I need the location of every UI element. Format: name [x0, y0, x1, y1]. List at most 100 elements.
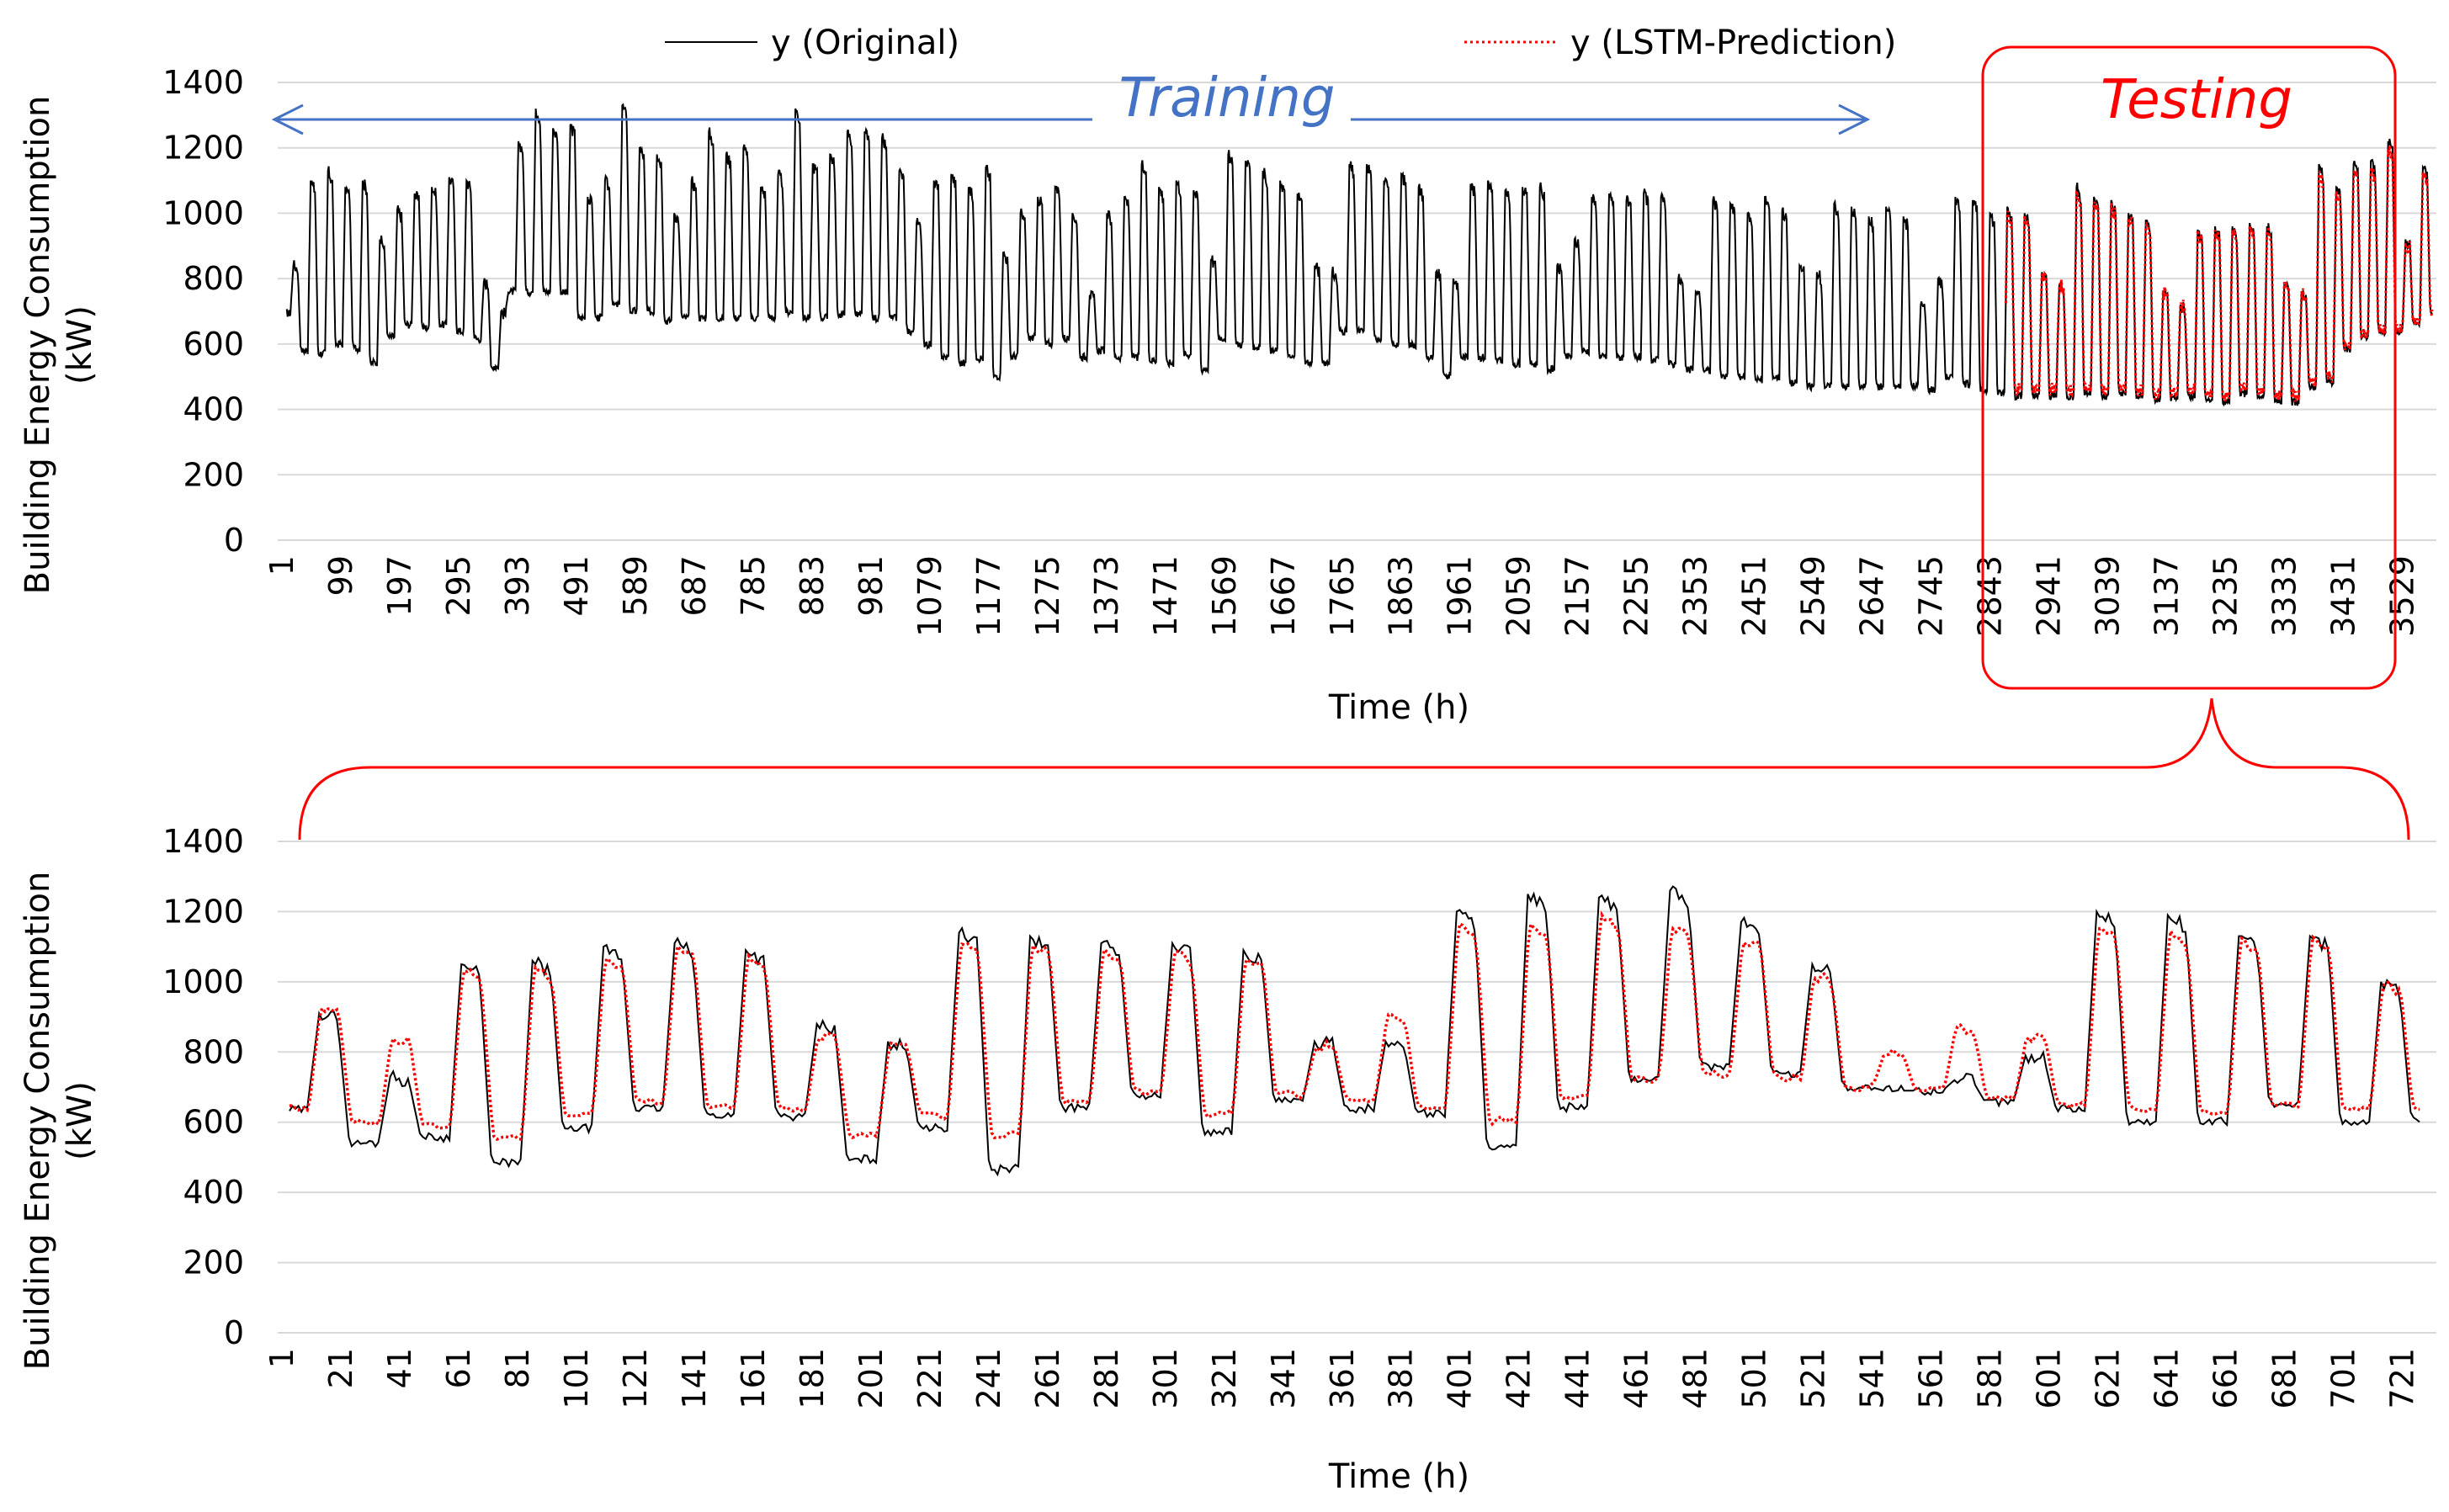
testing-zoom-x-tick-label: 321 — [1206, 1348, 1243, 1409]
full-series-x-tick-label: 1275 — [1029, 555, 1066, 637]
legend-prediction-label: y (LSTM-Prediction) — [1570, 24, 1896, 62]
testing-zoom-prediction-line — [289, 910, 2420, 1142]
full-series-x-tick-label: 1 — [263, 555, 300, 576]
training-annotation: Training — [271, 67, 1871, 135]
testing-zoom-x-tick-label: 281 — [1088, 1348, 1125, 1409]
testing-zoom-y-tick-label: 200 — [183, 1244, 244, 1281]
full-series-x-tick-label: 393 — [499, 555, 536, 617]
full-series-x-tick-label: 981 — [853, 555, 890, 617]
testing-zoom-x-tick-label: 81 — [499, 1348, 536, 1388]
testing-zoom-x-tick-label: 61 — [440, 1348, 477, 1388]
testing-brace — [298, 698, 2410, 841]
full-series-y-tick-label: 600 — [183, 326, 244, 363]
full-series-x-tick-label: 2941 — [2031, 555, 2068, 637]
testing-zoom-x-tick-label: 561 — [1913, 1348, 1950, 1409]
full-series-x-tick-label: 3529 — [2384, 555, 2421, 637]
full-series-x-tick-label: 3431 — [2325, 555, 2362, 637]
full-series-prediction-line — [2004, 145, 2434, 402]
full-series-x-tick-label: 295 — [440, 555, 477, 617]
legend: y (Original) y (LSTM-Prediction) — [665, 24, 1896, 62]
full-series-y-axis-label-line2: (kW) — [61, 305, 99, 385]
testing-zoom-y-axis-label-line2: (kW) — [61, 1081, 99, 1160]
testing-annotation: Testing — [298, 45, 2410, 841]
testing-zoom-x-tick-label: 161 — [735, 1348, 772, 1409]
testing-zoom-x-tick-label: 641 — [2149, 1348, 2186, 1409]
testing-zoom-x-tick-label: 121 — [617, 1348, 654, 1409]
full-series-x-tick-label: 2745 — [1913, 555, 1950, 637]
legend-original-label: y (Original) — [771, 24, 959, 62]
full-series-x-tick-label: 687 — [676, 555, 713, 617]
testing-zoom-x-tick-label: 481 — [1677, 1348, 1714, 1409]
full-series-y-tick-label: 800 — [183, 260, 244, 297]
testing-zoom-x-tick-label: 421 — [1501, 1348, 1538, 1409]
full-series-x-tick-label: 589 — [617, 555, 654, 617]
full-series-x-tick-label: 1765 — [1324, 555, 1361, 637]
testing-zoom-x-tick-label: 701 — [2325, 1348, 2362, 1409]
full-series-x-tick-label: 2843 — [1972, 555, 2009, 637]
testing-zoom-x-tick-label: 181 — [794, 1348, 831, 1409]
testing-zoom-x-axis-label: Time (h) — [1328, 1457, 1469, 1496]
full-series-x-tick-label: 1863 — [1383, 555, 1420, 637]
testing-zoom-x-tick-label: 501 — [1736, 1348, 1773, 1409]
full-series-x-tick-label: 1079 — [911, 555, 948, 637]
testing-box — [1981, 45, 2397, 690]
full-series-x-tick-label: 3333 — [2266, 555, 2303, 637]
testing-zoom-x-tick-label: 241 — [970, 1348, 1007, 1409]
full-series-x-tick-label: 1667 — [1265, 555, 1302, 637]
full-series-y-tick-label: 1200 — [162, 130, 244, 167]
full-series-x-tick-label: 1373 — [1088, 555, 1125, 637]
testing-zoom-x-tick-label: 41 — [381, 1348, 418, 1388]
full-series-y-tick-label: 200 — [183, 456, 244, 493]
testing-zoom-x-tick-label: 541 — [1854, 1348, 1891, 1409]
full-series-y-tick-label: 1000 — [162, 194, 244, 231]
testing-zoom-x-tick-label: 261 — [1029, 1348, 1066, 1409]
testing-zoom-y-tick-label: 400 — [183, 1174, 244, 1211]
testing-zoom-y-axis-label-line1: Building Energy Consumption — [19, 872, 57, 1371]
training-arrow-left-head — [271, 103, 304, 135]
testing-label: Testing — [2101, 69, 2292, 131]
testing-zoom-y-tick-label: 1200 — [162, 893, 244, 930]
full-series-x-tick-label: 785 — [735, 555, 772, 617]
full-series-x-tick-label: 1471 — [1147, 555, 1184, 637]
testing-zoom-x-tick-label: 21 — [322, 1348, 359, 1388]
full-series-y-axis-label-line1: Building Energy Consumption — [19, 96, 57, 595]
testing-zoom-y-tick-label: 1400 — [162, 823, 244, 860]
testing-zoom-x-tick-label: 601 — [2031, 1348, 2068, 1409]
full-series-x-tick-label: 3235 — [2207, 555, 2244, 637]
full-series-y-tick-label: 400 — [183, 391, 244, 428]
full-series-x-tick-label: 2157 — [1559, 555, 1596, 637]
full-series-x-tick-label: 2647 — [1854, 555, 1891, 637]
full-series-x-tick-label: 1961 — [1442, 555, 1479, 637]
testing-zoom-x-tick-label: 441 — [1559, 1348, 1596, 1409]
testing-zoom-y-tick-label: 1000 — [162, 963, 244, 1000]
training-label: Training — [1119, 67, 1336, 130]
full-series-x-tick-label: 2451 — [1736, 555, 1773, 637]
full-series-x-tick-label: 99 — [322, 555, 359, 596]
testing-zoom-x-tick-label: 201 — [853, 1348, 890, 1409]
testing-zoom-x-tick-label: 381 — [1383, 1348, 1420, 1409]
full-series-x-tick-label: 2353 — [1677, 555, 1714, 637]
full-series-x-tick-label: 1177 — [970, 555, 1007, 637]
testing-zoom-y-tick-label: 600 — [183, 1104, 244, 1141]
full-series-x-tick-label: 2059 — [1501, 555, 1538, 637]
testing-zoom-x-tick-label: 461 — [1618, 1348, 1655, 1409]
full-series-x-tick-label: 2255 — [1618, 555, 1655, 637]
full-series-x-tick-label: 1569 — [1206, 555, 1243, 637]
testing-zoom-x-tick-label: 581 — [1972, 1348, 2009, 1409]
full-series-y-tick-label: 0 — [224, 522, 244, 559]
training-arrow-right-head — [1838, 103, 1871, 135]
full-series-x-tick-label: 197 — [381, 555, 418, 617]
testing-zoom-x-tick-label: 101 — [558, 1348, 595, 1409]
full-series-original-line — [285, 103, 2433, 407]
full-series-x-tick-label: 883 — [794, 555, 831, 617]
testing-zoom-x-tick-label: 341 — [1265, 1348, 1302, 1409]
full-series-x-tick-label: 3137 — [2149, 555, 2186, 637]
full-series-y-tick-label: 1400 — [162, 64, 244, 101]
testing-zoom-x-tick-label: 621 — [2090, 1348, 2127, 1409]
testing-zoom-x-tick-label: 721 — [2384, 1348, 2421, 1409]
testing-zoom-x-tick-label: 361 — [1324, 1348, 1361, 1409]
testing-zoom-x-tick-label: 301 — [1147, 1348, 1184, 1409]
full-series-x-axis-label: Time (h) — [1328, 688, 1469, 727]
